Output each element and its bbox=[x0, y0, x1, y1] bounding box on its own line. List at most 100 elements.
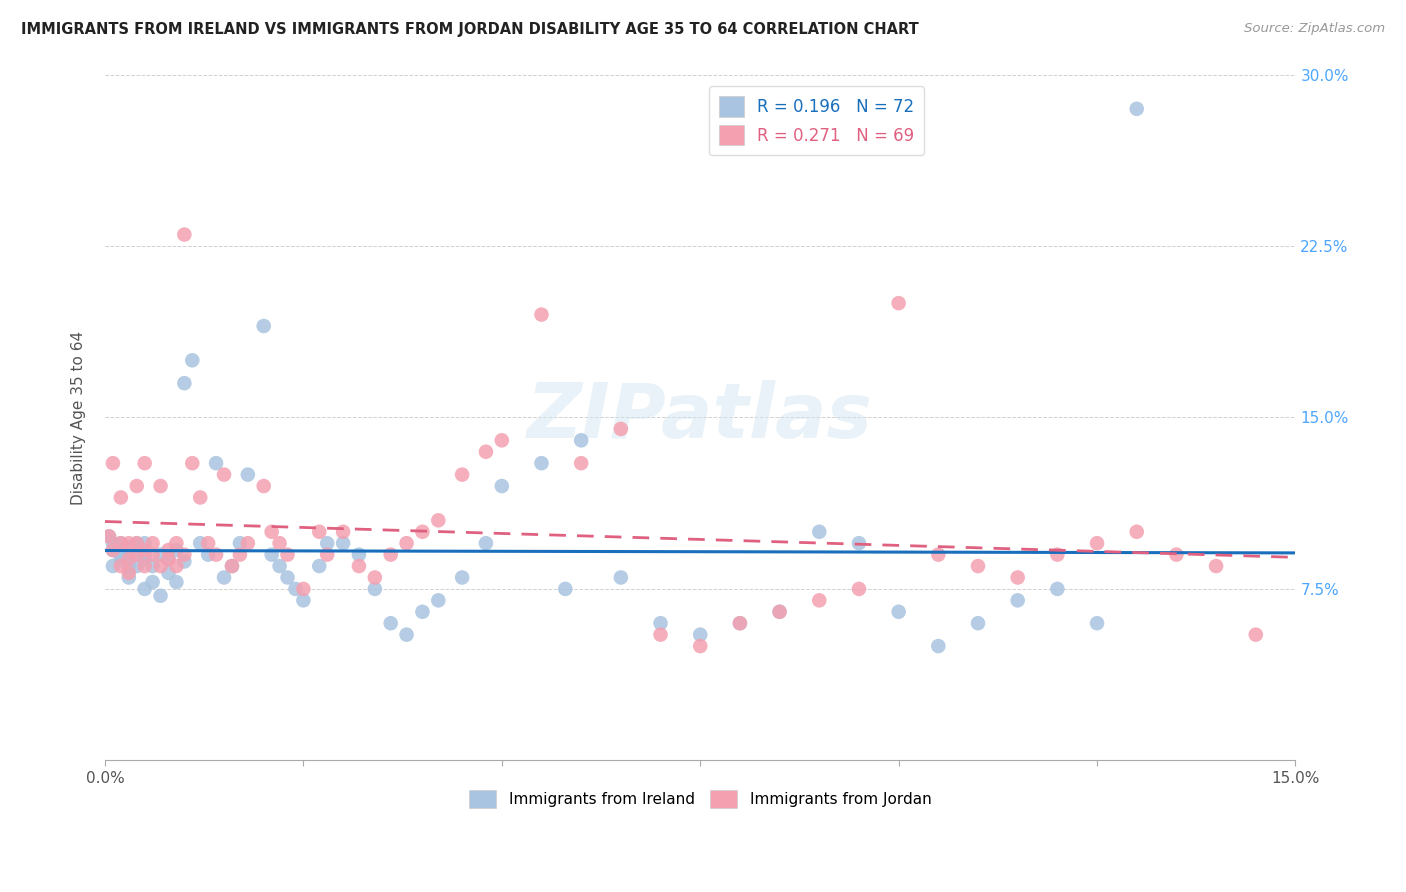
Point bbox=[347, 548, 370, 562]
Point bbox=[427, 593, 450, 607]
Point bbox=[610, 422, 633, 436]
Point bbox=[134, 543, 156, 558]
Point bbox=[887, 296, 910, 310]
Point bbox=[1125, 524, 1147, 539]
Point bbox=[142, 536, 165, 550]
Point bbox=[125, 548, 148, 562]
Point bbox=[110, 552, 132, 566]
Point bbox=[97, 529, 120, 543]
Point bbox=[927, 639, 949, 653]
Point bbox=[118, 566, 141, 580]
Point bbox=[768, 605, 790, 619]
Point bbox=[689, 627, 711, 641]
Point bbox=[149, 479, 172, 493]
Point bbox=[569, 434, 592, 448]
Point bbox=[229, 548, 252, 562]
Point bbox=[101, 456, 124, 470]
Point bbox=[101, 543, 124, 558]
Point bbox=[157, 566, 180, 580]
Point bbox=[269, 559, 291, 574]
Point bbox=[118, 536, 141, 550]
Point bbox=[292, 593, 315, 607]
Point bbox=[1007, 593, 1029, 607]
Point bbox=[142, 548, 165, 562]
Point bbox=[269, 536, 291, 550]
Point bbox=[427, 513, 450, 527]
Point bbox=[277, 548, 299, 562]
Point bbox=[308, 524, 330, 539]
Point bbox=[380, 548, 402, 562]
Point bbox=[229, 536, 252, 550]
Point bbox=[411, 605, 433, 619]
Point bbox=[364, 582, 387, 596]
Point bbox=[530, 456, 553, 470]
Point bbox=[1046, 582, 1069, 596]
Point bbox=[253, 479, 276, 493]
Point bbox=[134, 536, 156, 550]
Point bbox=[101, 536, 124, 550]
Point bbox=[1244, 627, 1267, 641]
Point bbox=[110, 559, 132, 574]
Point bbox=[1085, 536, 1108, 550]
Point bbox=[165, 536, 187, 550]
Point bbox=[125, 543, 148, 558]
Point bbox=[134, 552, 156, 566]
Point bbox=[165, 575, 187, 590]
Point bbox=[110, 536, 132, 550]
Point bbox=[125, 536, 148, 550]
Point bbox=[110, 536, 132, 550]
Point bbox=[569, 456, 592, 470]
Point bbox=[768, 605, 790, 619]
Point bbox=[610, 570, 633, 584]
Point bbox=[125, 559, 148, 574]
Point bbox=[134, 582, 156, 596]
Point bbox=[848, 536, 870, 550]
Point bbox=[1166, 548, 1188, 562]
Point bbox=[221, 559, 243, 574]
Point bbox=[451, 570, 474, 584]
Point bbox=[118, 570, 141, 584]
Point bbox=[110, 543, 132, 558]
Point bbox=[284, 582, 307, 596]
Point bbox=[118, 541, 141, 555]
Point bbox=[110, 548, 132, 562]
Point bbox=[205, 548, 228, 562]
Point bbox=[491, 479, 513, 493]
Point bbox=[260, 524, 283, 539]
Point bbox=[134, 548, 156, 562]
Point bbox=[212, 467, 235, 482]
Point bbox=[277, 570, 299, 584]
Point bbox=[728, 616, 751, 631]
Point bbox=[292, 582, 315, 596]
Point bbox=[848, 582, 870, 596]
Point bbox=[173, 227, 195, 242]
Point bbox=[395, 627, 418, 641]
Point bbox=[188, 536, 211, 550]
Point bbox=[173, 554, 195, 568]
Point bbox=[1205, 559, 1227, 574]
Point bbox=[451, 467, 474, 482]
Point bbox=[253, 318, 276, 333]
Point bbox=[1085, 616, 1108, 631]
Point bbox=[197, 548, 219, 562]
Point bbox=[236, 467, 259, 482]
Point bbox=[1125, 102, 1147, 116]
Y-axis label: Disability Age 35 to 64: Disability Age 35 to 64 bbox=[72, 330, 86, 505]
Point bbox=[125, 536, 148, 550]
Point bbox=[157, 552, 180, 566]
Point bbox=[101, 543, 124, 558]
Text: ZIPatlas: ZIPatlas bbox=[527, 381, 873, 454]
Point bbox=[808, 593, 831, 607]
Point bbox=[530, 308, 553, 322]
Point bbox=[491, 434, 513, 448]
Point bbox=[212, 570, 235, 584]
Point bbox=[149, 559, 172, 574]
Point bbox=[332, 536, 354, 550]
Point bbox=[125, 479, 148, 493]
Point bbox=[411, 524, 433, 539]
Text: IMMIGRANTS FROM IRELAND VS IMMIGRANTS FROM JORDAN DISABILITY AGE 35 TO 64 CORREL: IMMIGRANTS FROM IRELAND VS IMMIGRANTS FR… bbox=[21, 22, 920, 37]
Point bbox=[808, 524, 831, 539]
Point bbox=[142, 575, 165, 590]
Point bbox=[308, 559, 330, 574]
Point bbox=[188, 491, 211, 505]
